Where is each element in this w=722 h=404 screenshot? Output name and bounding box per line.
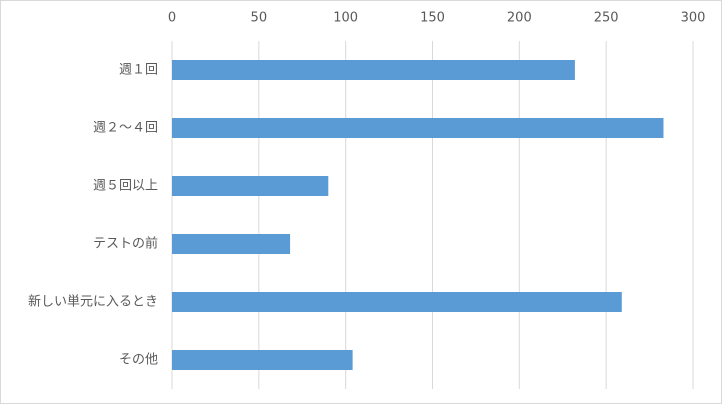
x-tick-label: 250 (594, 11, 619, 26)
x-tick-label: 50 (251, 11, 268, 26)
x-tick-label: 100 (333, 11, 358, 26)
bar (172, 292, 622, 312)
x-tick-label: 300 (681, 11, 706, 26)
y-tick-label: 週５回以上 (93, 179, 158, 194)
y-tick-label: その他 (119, 353, 158, 368)
x-tick-label: 150 (420, 11, 445, 26)
bar (172, 350, 353, 370)
bar (172, 60, 575, 80)
y-tick-label: テストの前 (93, 236, 158, 252)
bar (172, 234, 291, 254)
bar (172, 176, 329, 196)
y-tick-label: 週２～４回 (93, 121, 158, 136)
bar (172, 118, 664, 138)
y-tick-label: 新しい単元に入るとき (28, 294, 158, 310)
x-tick-label: 200 (507, 11, 532, 26)
x-tick-label: 0 (168, 11, 176, 26)
y-tick-label: 週１回 (119, 63, 158, 78)
